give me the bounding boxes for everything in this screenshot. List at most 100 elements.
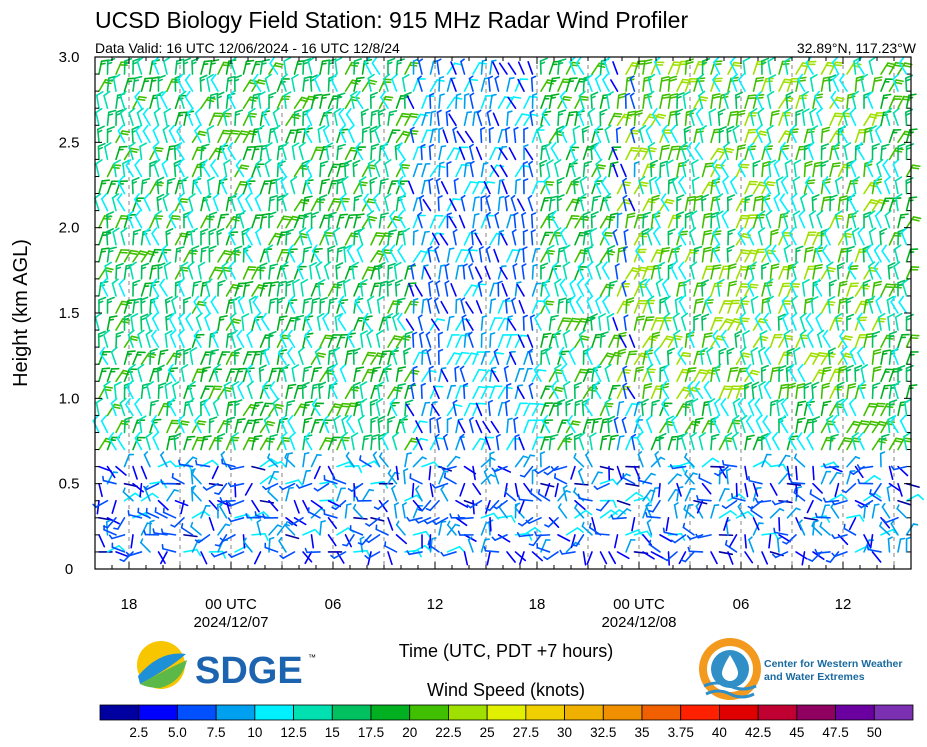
- wind-barb: [95, 91, 104, 109]
- wind-barb: [319, 59, 331, 75]
- wind-barb: [237, 193, 245, 212]
- wind-barb: [156, 176, 165, 195]
- wind-barb: [480, 350, 491, 366]
- wind-barb: [625, 350, 638, 366]
- wind-barb: [880, 143, 890, 161]
- wind-barb: [127, 509, 143, 519]
- wind-barb: [162, 507, 177, 519]
- wind-barb: [200, 385, 214, 400]
- wind-barb: [187, 261, 195, 280]
- wind-barb: [242, 59, 255, 75]
- wind-barb: [792, 347, 801, 366]
- wind-barb: [111, 278, 119, 297]
- wind-barb: [593, 380, 602, 400]
- y-tick-label: 2.0: [59, 220, 80, 237]
- wind-barb: [167, 363, 177, 383]
- wind-barb: [523, 178, 529, 195]
- wind-barb: [803, 231, 817, 246]
- wind-barb: [803, 516, 819, 521]
- wind-barb: [498, 147, 508, 161]
- wind-barb: [438, 145, 447, 161]
- wind-barb: [744, 369, 760, 383]
- wind-barb: [661, 278, 670, 297]
- wind-barb: [793, 159, 802, 178]
- wind-barb: [621, 416, 627, 434]
- wind-barb: [446, 520, 457, 536]
- wind-barb: [513, 212, 519, 229]
- wind-barb: [737, 502, 746, 519]
- wind-barb: [823, 463, 840, 469]
- wind-barb: [455, 499, 469, 508]
- wind-barb: [514, 113, 530, 127]
- wind-barb: [667, 347, 676, 366]
- wind-barb: [791, 261, 799, 280]
- wind-barb: [446, 384, 457, 400]
- wind-barb: [125, 398, 134, 417]
- wind-barb: [543, 278, 551, 297]
- wind-barb: [531, 180, 546, 195]
- wind-barb: [565, 215, 580, 229]
- wind-barb: [412, 297, 419, 314]
- wind-barb: [106, 465, 116, 479]
- wind-barb: [897, 537, 906, 553]
- wind-barb: [491, 369, 500, 383]
- wind-barb: [474, 232, 483, 246]
- wind-barb: [327, 211, 337, 229]
- wind-barb: [857, 478, 874, 485]
- wind-barb: [493, 248, 500, 263]
- wind-barb: [616, 212, 623, 229]
- wind-barb: [568, 295, 576, 314]
- wind-barb: [693, 369, 709, 383]
- wind-barb: [438, 93, 445, 109]
- wind-barb: [633, 419, 644, 434]
- wind-barb: [880, 283, 895, 297]
- wind-barb: [860, 73, 869, 92]
- wind-barb: [276, 315, 288, 331]
- wind-barb: [829, 493, 848, 502]
- wind-barb: [726, 347, 735, 366]
- wind-barb: [305, 175, 313, 195]
- wind-barb: [616, 508, 632, 519]
- wind-barb: [183, 534, 198, 538]
- colorbar-label: 22.5: [435, 725, 461, 740]
- wind-barb: [771, 499, 789, 506]
- wind-barb: [327, 334, 341, 348]
- wind-barb: [811, 381, 820, 400]
- wind-barb: [506, 96, 522, 109]
- wind-barb: [242, 266, 257, 280]
- wind-barb: [103, 90, 111, 109]
- wind-barb: [647, 295, 655, 314]
- wind-barb: [772, 551, 789, 559]
- wind-barb: [593, 482, 610, 490]
- wind-barb: [220, 175, 228, 195]
- wind-barb: [245, 193, 253, 212]
- wind-barb: [715, 193, 724, 212]
- wind-barb: [801, 90, 809, 109]
- wind-barb: [735, 91, 744, 109]
- wind-barb: [625, 297, 635, 314]
- wind-barb: [432, 385, 440, 400]
- wind-barb: [528, 160, 534, 178]
- wind-barbs: [92, 56, 925, 566]
- wind-barb: [905, 216, 922, 229]
- wind-barb: [718, 437, 734, 451]
- wind-barb: [115, 331, 124, 348]
- wind-barb: [350, 432, 359, 451]
- wind-barb: [572, 125, 581, 144]
- wind-barb: [844, 227, 853, 246]
- wind-barb: [397, 176, 406, 195]
- wind-barb: [646, 363, 654, 383]
- wind-barb: [251, 79, 267, 92]
- wind-barb: [630, 126, 636, 144]
- wind-barb: [608, 509, 627, 519]
- wind-barb: [565, 180, 580, 195]
- wind-barb: [166, 177, 176, 195]
- wind-barb: [200, 504, 211, 519]
- wind-barb: [309, 261, 318, 280]
- wind-barb: [106, 367, 120, 383]
- wind-barb: [723, 516, 729, 531]
- wind-barb: [841, 482, 857, 494]
- wind-barb: [635, 244, 644, 263]
- wind-barb: [177, 158, 185, 178]
- wind-barb: [511, 297, 517, 314]
